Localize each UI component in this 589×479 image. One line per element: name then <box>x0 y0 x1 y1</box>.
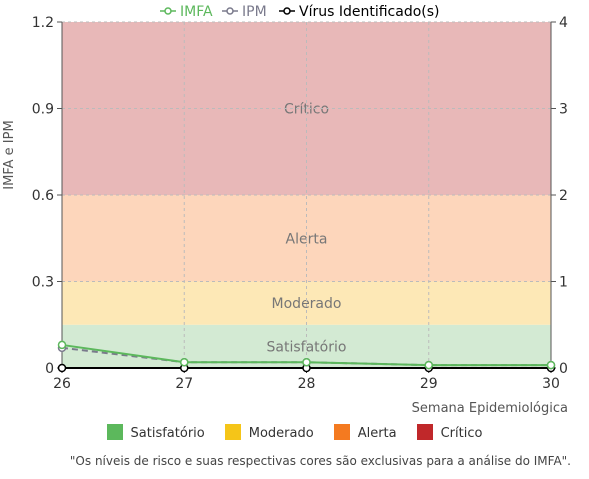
risk-label-0: Satisfatório <box>130 426 205 441</box>
y2-tick-label-0: 0 <box>559 361 568 377</box>
risk-swatch-3 <box>416 424 433 440</box>
x-tick-label-0: 26 <box>53 376 71 392</box>
risk-swatch-1 <box>224 424 241 440</box>
series-0-point-1 <box>180 357 189 367</box>
x-tick-label-1: 27 <box>175 376 193 392</box>
y-tick-label-1: 0.3 <box>32 275 54 291</box>
series-legend: IMFA IPM Vírus Identificado(s) <box>160 4 440 20</box>
series-0-point-3 <box>424 360 433 370</box>
legend-label-0: IMFA <box>180 4 213 20</box>
y2-tick-label-2: 2 <box>559 188 568 204</box>
risk-swatch-2 <box>333 424 350 440</box>
series-0-point-0 <box>57 340 67 350</box>
x-axis-title: Semana Epidemiológica <box>412 401 568 416</box>
y2-tick-label-4: 4 <box>559 15 568 31</box>
y2-tick-label-3: 3 <box>559 102 568 118</box>
risk-legend: Satisfatório Moderado Alerta Crítico <box>0 424 589 441</box>
legend-label-2: Vírus Identificado(s) <box>299 4 440 20</box>
risk-label-3: Crítico <box>440 426 483 441</box>
x-tick-label-4: 30 <box>542 376 560 392</box>
series-0-point-2 <box>302 357 311 367</box>
series-2-point-0 <box>57 363 67 373</box>
series-0-point-4 <box>546 360 556 370</box>
legend-marker-1 <box>226 7 234 15</box>
x-tick-label-2: 28 <box>298 376 316 392</box>
risk-legend-item-1: Moderado <box>224 424 314 441</box>
risk-label-1: Moderado <box>248 426 314 441</box>
legend-marker-0 <box>164 7 172 15</box>
footnote: "Os níveis de risco e suas respectivas c… <box>69 454 571 468</box>
y-tick-label-3: 0.9 <box>32 102 54 118</box>
risk-legend-item-0: Satisfatório <box>106 424 205 441</box>
y-tick-label-2: 0.6 <box>32 188 54 204</box>
y-tick-label-4: 1.2 <box>32 15 54 31</box>
y2-tick-label-1: 1 <box>559 275 568 291</box>
legend-label-1: IPM <box>242 4 267 20</box>
band-label-3: Crítico <box>284 102 329 118</box>
risk-legend-item-2: Alerta <box>333 424 397 441</box>
series <box>57 340 556 373</box>
risk-swatch-0 <box>106 424 123 440</box>
x-tick-label-3: 29 <box>420 376 438 392</box>
risk-legend-item-3: Crítico <box>416 424 483 441</box>
legend-marker-2 <box>283 7 291 15</box>
y-tick-label-0: 0 <box>45 361 54 377</box>
y-axis-title: IMFA e IPM <box>2 120 17 189</box>
risk-label-2: Alerta <box>357 426 397 441</box>
